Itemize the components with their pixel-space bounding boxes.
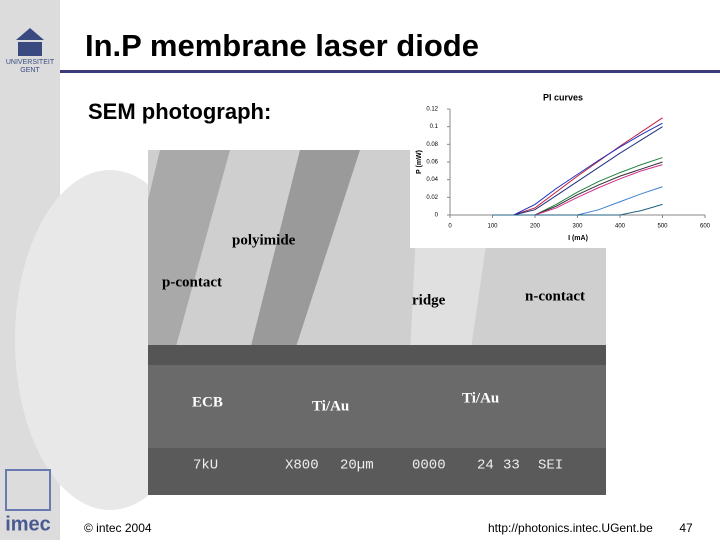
x-tick-label: 600 bbox=[700, 224, 711, 230]
y-tick-label: 0.02 bbox=[426, 195, 438, 201]
y-tick-label: 0 bbox=[435, 213, 439, 219]
sem-info: X800 bbox=[285, 458, 319, 474]
page-number: 47 bbox=[679, 521, 693, 535]
y-tick-label: 0.12 bbox=[426, 107, 438, 113]
x-tick-label: 300 bbox=[572, 224, 583, 230]
sem-layer bbox=[148, 345, 606, 365]
y-tick-label: 0.04 bbox=[426, 177, 438, 183]
sem-info-bar bbox=[148, 448, 606, 495]
logo-text: UNIVERSITEIT bbox=[6, 59, 55, 66]
imec-logo: imec bbox=[5, 469, 51, 535]
subtitle: SEM photograph: bbox=[88, 99, 271, 124]
sem-polyimide bbox=[250, 150, 360, 350]
sem-label: ridge bbox=[412, 292, 446, 308]
y-tick-label: 0.08 bbox=[426, 142, 438, 148]
sem-label: p-contact bbox=[162, 274, 222, 290]
y-tick-label: 0.06 bbox=[426, 160, 438, 166]
pi-curve bbox=[492, 126, 663, 216]
sem-label: polyimide bbox=[232, 232, 296, 248]
y-tick-label: 0.1 bbox=[430, 124, 439, 130]
x-tick-label: 400 bbox=[615, 224, 626, 230]
footer-url: http://photonics.intec.UGent.be bbox=[488, 521, 653, 535]
title-rule bbox=[60, 70, 720, 73]
x-tick-label: 0 bbox=[448, 224, 452, 230]
y-axis-label: P (mW) bbox=[416, 150, 423, 174]
sem-info: 0000 bbox=[412, 458, 446, 474]
x-axis-label: I (mA) bbox=[568, 235, 588, 242]
slide-title: In.P membrane laser diode bbox=[85, 28, 479, 63]
sem-label: Ti/Au bbox=[312, 398, 349, 414]
sem-info: 20µm bbox=[340, 458, 374, 474]
chart-title: PI curves bbox=[543, 92, 583, 102]
x-tick-label: 100 bbox=[487, 224, 498, 230]
x-tick-label: 500 bbox=[657, 224, 668, 230]
sem-annotations: polyimide p-contact ridge n-contact ECB Ti/Au… bbox=[162, 232, 585, 473]
logo-grid bbox=[5, 469, 51, 511]
pi-curve bbox=[492, 117, 663, 216]
sem-info: 7kU bbox=[193, 458, 218, 474]
sem-stripe bbox=[148, 150, 230, 350]
chart-panel bbox=[410, 88, 720, 248]
x-tick-label: 200 bbox=[530, 224, 541, 230]
sem-info: 33 bbox=[503, 458, 520, 474]
pi-chart: PI curves P (mW) I (mA) 0 0.02 0.04 0.06 0.08 0.… bbox=[416, 92, 711, 241]
logo-text: GENT bbox=[20, 67, 40, 74]
copyright: © intec 2004 bbox=[84, 521, 152, 535]
sem-info: SEI bbox=[538, 458, 563, 474]
pi-curve bbox=[492, 203, 663, 216]
logo-text: imec bbox=[5, 513, 51, 535]
sem-info: 24 bbox=[477, 458, 494, 474]
sem-label: Ti/Au bbox=[462, 390, 499, 406]
sem-label: n-contact bbox=[525, 288, 585, 304]
logo-building bbox=[16, 28, 44, 56]
sem-image bbox=[148, 150, 606, 495]
sem-label: ECB bbox=[192, 394, 223, 410]
pi-curve bbox=[492, 122, 663, 216]
university-logo: UNIVERSITEIT GENT bbox=[6, 28, 55, 74]
